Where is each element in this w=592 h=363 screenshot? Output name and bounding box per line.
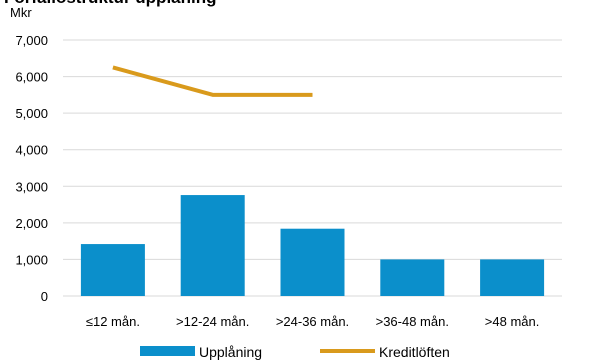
y-tick-label: 1,000 [15,252,48,267]
chart-title: Förfallostruktur upplåning [4,0,217,8]
y-axis-unit-label: Mkr [10,5,32,20]
bar-upplaning [380,259,445,296]
bar-upplaning [180,195,245,296]
x-tick-label: >12-24 mån. [176,314,249,329]
x-tick-label: >36-48 mån. [376,314,449,329]
legend-label-upplaning: Upplåning [199,344,262,360]
bar-upplaning [280,228,345,296]
y-tick-label: 0 [41,289,48,304]
bar-upplaning [80,244,145,296]
x-tick-label: >48 mån. [485,314,540,329]
y-tick-label: 6,000 [15,70,48,85]
y-tick-label: 7,000 [15,33,48,48]
y-tick-label: 4,000 [15,143,48,158]
x-tick-label: >24-36 mån. [276,314,349,329]
legend-swatch-upplaning [140,346,195,356]
y-tick-label: 3,000 [15,179,48,194]
bar-upplaning [480,259,545,296]
legend-label-kreditloften: Kreditlöften [379,344,450,360]
x-tick-label: ≤12 mån. [86,314,140,329]
y-tick-label: 5,000 [15,106,48,121]
y-tick-label: 2,000 [15,216,48,231]
line-kreditloften [112,65,313,97]
